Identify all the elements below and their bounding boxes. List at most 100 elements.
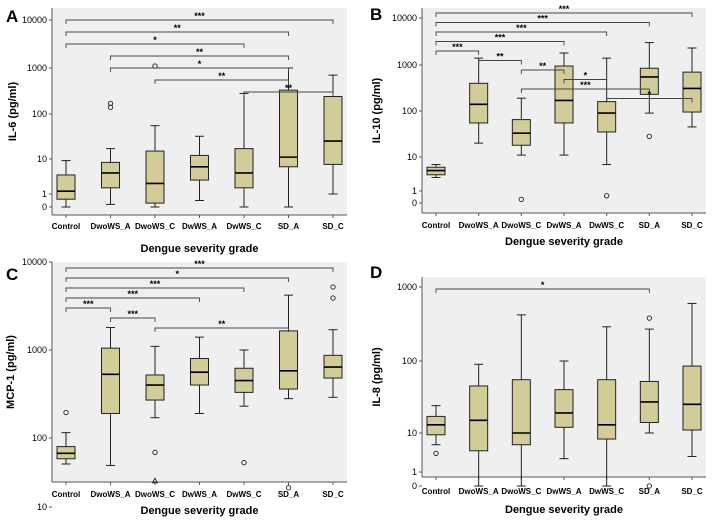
box-iqr (511, 379, 531, 446)
significance-bracket: *** (435, 4, 693, 17)
x-tick-label: DwWS_A (182, 222, 217, 231)
x-tick-label: DwWS_C (226, 222, 261, 231)
significance-bracket: * (65, 35, 245, 48)
box-SD_A (639, 315, 659, 489)
y-axis-label: IL-6 (pg/ml) (7, 82, 19, 142)
box-iqr (279, 330, 298, 390)
extreme-point (151, 477, 159, 484)
significance-bracket: ** (110, 47, 289, 60)
y-tick-label: 10000 (22, 257, 47, 267)
significance-bracket: *** (65, 289, 200, 302)
significance-label: *** (127, 289, 138, 299)
significance-bracket: *** (65, 299, 111, 312)
panel-C: C MCP-1 (pg/ml) Dengue severity grade 10 100… (5, 257, 347, 517)
bracket-line (65, 31, 289, 36)
box-iqr (190, 154, 209, 181)
significance-bracket: ** (243, 83, 334, 96)
significance-label: *** (580, 80, 591, 90)
panel-letter: C (6, 265, 18, 284)
x-tick-label: SD_A (639, 487, 661, 496)
significance-label: ** (174, 23, 182, 33)
panel-letter: B (370, 5, 382, 24)
y-tick-label: 1 (412, 467, 417, 477)
box-SD_A (279, 294, 298, 491)
box-DwWS_A (190, 336, 209, 414)
x-tick-label: DwWS_A (546, 221, 581, 230)
x-tick-label: SD_A (639, 221, 661, 230)
x-tick-label: SD_A (278, 490, 300, 499)
y-tick-label: 1000 (397, 60, 417, 70)
box-SD_C (323, 74, 343, 195)
box-iqr (554, 65, 574, 124)
box-iqr (56, 174, 76, 200)
outlier-point (646, 133, 652, 140)
y-tick-label: 100 (402, 356, 417, 366)
significance-bracket: *** (435, 42, 480, 55)
y-tick-label: 10 (407, 152, 417, 162)
box-iqr (145, 374, 165, 401)
significance-label: * (541, 280, 545, 290)
significance-label: * (175, 269, 179, 279)
x-axis-label: Dengue severity grade (141, 505, 259, 517)
x-tick-label: DwoWS_C (135, 222, 175, 231)
y-tick-label: 100 (32, 433, 47, 443)
significance-bracket: * (110, 59, 289, 72)
significance-bracket: *** (435, 33, 565, 46)
panel-letter: D (370, 263, 382, 282)
significance-label: * (584, 71, 588, 81)
x-tick-label: Control (52, 490, 80, 499)
bracket-line (563, 79, 608, 84)
significance-bracket: *** (65, 259, 334, 272)
x-axis-label: Dengue severity grade (505, 236, 623, 248)
box-DwWS_A (190, 135, 209, 201)
box-iqr (234, 148, 254, 189)
y-tick-label: 10 (37, 502, 47, 512)
outlier-point (241, 459, 247, 466)
y-tick-label: 0 (412, 198, 417, 208)
x-tick-label: SD_C (681, 221, 703, 230)
box-iqr (426, 415, 446, 436)
box-SD_C (323, 284, 343, 398)
y-tick-label: 10000 (22, 15, 47, 25)
bracket-line (110, 55, 289, 60)
outlier-point (330, 295, 336, 301)
bracket-line (110, 67, 289, 72)
x-tick-label: DwoWS_A (459, 487, 499, 496)
panel-D: D IL-8 (pg/ml) Dengue severity grade 0 1 10 10… (370, 263, 706, 516)
x-tick-label: DwoWS_A (91, 222, 131, 231)
bracket-line (606, 98, 693, 103)
significance-bracket: *** (65, 279, 245, 292)
box-DwWS_C (597, 326, 617, 487)
bracket-line (65, 277, 289, 282)
x-tick-label: Control (422, 487, 450, 496)
x-tick-label: DwWS_C (226, 490, 261, 499)
outlier-point (518, 196, 524, 203)
significance-label: ** (285, 83, 293, 93)
x-tick-label: Control (52, 222, 80, 231)
x-tick-label: DwoWS_A (91, 490, 131, 499)
box-Control (56, 409, 76, 465)
box-DwoWS_C (511, 314, 531, 487)
outlier-point (433, 450, 439, 457)
box-SD_C (682, 47, 702, 128)
y-tick-label: 10 (37, 154, 47, 164)
box-DwoWS_A (469, 363, 489, 487)
x-tick-label: SD_C (322, 222, 344, 231)
significance-bracket: *** (435, 14, 650, 27)
outlier-point (646, 483, 652, 489)
bracket-line (435, 50, 480, 55)
box-DwoWS_C (511, 97, 531, 203)
box-iqr (101, 161, 120, 189)
box-iqr (597, 101, 617, 133)
y-tick-label: 10 (407, 428, 417, 438)
outlier-point (646, 315, 652, 321)
box-iqr (469, 385, 489, 452)
box-SD_A (639, 42, 659, 140)
y-axis-label: IL-10 (pg/ml) (371, 77, 383, 143)
box-DwoWS_C (145, 63, 165, 208)
significance-label: ** (218, 71, 226, 81)
outlier-point (330, 284, 336, 290)
box-iqr (682, 365, 702, 431)
outlier-point (285, 485, 292, 491)
outlier-point (604, 193, 610, 199)
